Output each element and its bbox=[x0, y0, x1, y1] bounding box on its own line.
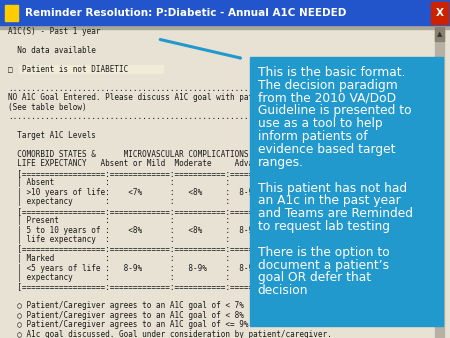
Text: | Absent           :             :           :         |: | Absent : : : | bbox=[8, 178, 276, 187]
Text: to request lab testing: to request lab testing bbox=[258, 220, 390, 233]
Text: | expectancy       :             :           :         |: | expectancy : : : | bbox=[8, 273, 276, 282]
Text: No data available: No data available bbox=[8, 46, 96, 55]
Bar bbox=[435, 27, 444, 41]
Text: ○ Patient/Caregiver agrees to an A1C goal of <= 9%: ○ Patient/Caregiver agrees to an A1C goa… bbox=[8, 320, 248, 329]
Text: The decision paradigm: The decision paradigm bbox=[258, 79, 398, 92]
Text: | >10 years of life:    <7%      :   <8%     :  8-9%  |: | >10 years of life: <7% : <8% : 8-9% | bbox=[8, 188, 272, 197]
Text: This is the basic format.: This is the basic format. bbox=[258, 66, 405, 79]
Text: | 5 to 10 years of :    <8%      :   <8%     :  8-9%  |: | 5 to 10 years of : <8% : <8% : 8-9% | bbox=[8, 226, 272, 235]
Text: an A1c in the past year: an A1c in the past year bbox=[258, 194, 400, 207]
Bar bbox=[431, 2, 448, 24]
Bar bbox=[0, 25, 450, 29]
Text: (See table below): (See table below) bbox=[8, 103, 87, 112]
Text: Target A1C Levels: Target A1C Levels bbox=[8, 131, 96, 140]
Text: | Marked           :             :           :         |: | Marked : : : | bbox=[8, 254, 276, 263]
Text: .........................................................: ........................................… bbox=[8, 84, 272, 93]
Text: ○ Patient/Caregiver agrees to an A1C goal of < 7%: ○ Patient/Caregiver agrees to an A1C goa… bbox=[8, 301, 244, 310]
Text: .........................................................: ........................................… bbox=[8, 112, 272, 121]
Text: NO A1C Goal Entered. Please discuss A1C goal with patient.: NO A1C Goal Entered. Please discuss A1C … bbox=[8, 93, 276, 102]
Text: COMORBID STATES &      MICROVASCULAR COMPLICATIONS: COMORBID STATES & MICROVASCULAR COMPLICA… bbox=[8, 150, 248, 159]
Bar bbox=[19, 65, 163, 73]
Text: ○ Patient/Caregiver agrees to an A1C goal of < 8%: ○ Patient/Caregiver agrees to an A1C goa… bbox=[8, 311, 244, 320]
Text: [==================:=============:===========:=========]: [==================:=============:======… bbox=[8, 207, 276, 216]
Text: A1C(S) - Past 1 year: A1C(S) - Past 1 year bbox=[8, 27, 101, 36]
FancyArrowPatch shape bbox=[160, 40, 240, 58]
Text: [==================:=============:===========:=========]: [==================:=============:======… bbox=[8, 283, 276, 291]
Text: □  Patient is not DIABETIC: □ Patient is not DIABETIC bbox=[8, 65, 128, 74]
Text: | life expectancy  :             :           :         |: | life expectancy : : : | bbox=[8, 235, 276, 244]
Text: | Present          :             :           :         |: | Present : : : | bbox=[8, 216, 276, 225]
Bar bbox=[250, 57, 443, 326]
Text: and Teams are Reminded: and Teams are Reminded bbox=[258, 207, 413, 220]
Text: LIFE EXPECTANCY   Absent or Mild  Moderate     Advanced: LIFE EXPECTANCY Absent or Mild Moderate … bbox=[8, 160, 272, 168]
Text: Guideline is presented to: Guideline is presented to bbox=[258, 104, 411, 117]
Text: | <5 years of life :   8-9%      :   8-9%    :  8-9%  |: | <5 years of life : 8-9% : 8-9% : 8-9% … bbox=[8, 264, 272, 272]
Text: ranges.: ranges. bbox=[258, 156, 304, 169]
Bar bbox=[5, 5, 18, 21]
Text: X: X bbox=[436, 8, 444, 18]
Text: There is the option to: There is the option to bbox=[258, 246, 390, 259]
Text: evidence based target: evidence based target bbox=[258, 143, 396, 156]
Text: ○ A1c goal discussed. Goal under consideration by patient/caregiver.: ○ A1c goal discussed. Goal under conside… bbox=[8, 330, 332, 338]
Text: | expectancy       :             :           :         |: | expectancy : : : | bbox=[8, 197, 276, 206]
Text: Reminder Resolution: P:Diabetic - Annual A1C NEEDED: Reminder Resolution: P:Diabetic - Annual… bbox=[25, 8, 346, 18]
Text: from the 2010 VA/DoD: from the 2010 VA/DoD bbox=[258, 92, 396, 104]
Text: use as a tool to help: use as a tool to help bbox=[258, 117, 382, 130]
Text: ▲: ▲ bbox=[437, 31, 442, 37]
Text: goal OR defer that: goal OR defer that bbox=[258, 271, 371, 284]
Text: This patient has not had: This patient has not had bbox=[258, 182, 407, 194]
Text: [==================:=============:===========:=========]: [==================:=============:======… bbox=[8, 245, 276, 254]
Text: [==================:=============:===========:=========]: [==================:=============:======… bbox=[8, 169, 276, 178]
Text: decision: decision bbox=[258, 284, 308, 297]
Text: document a patient’s: document a patient’s bbox=[258, 259, 389, 271]
Text: inform patients of: inform patients of bbox=[258, 130, 368, 143]
Bar bbox=[435, 25, 444, 338]
Bar bbox=[0, 0, 450, 25]
